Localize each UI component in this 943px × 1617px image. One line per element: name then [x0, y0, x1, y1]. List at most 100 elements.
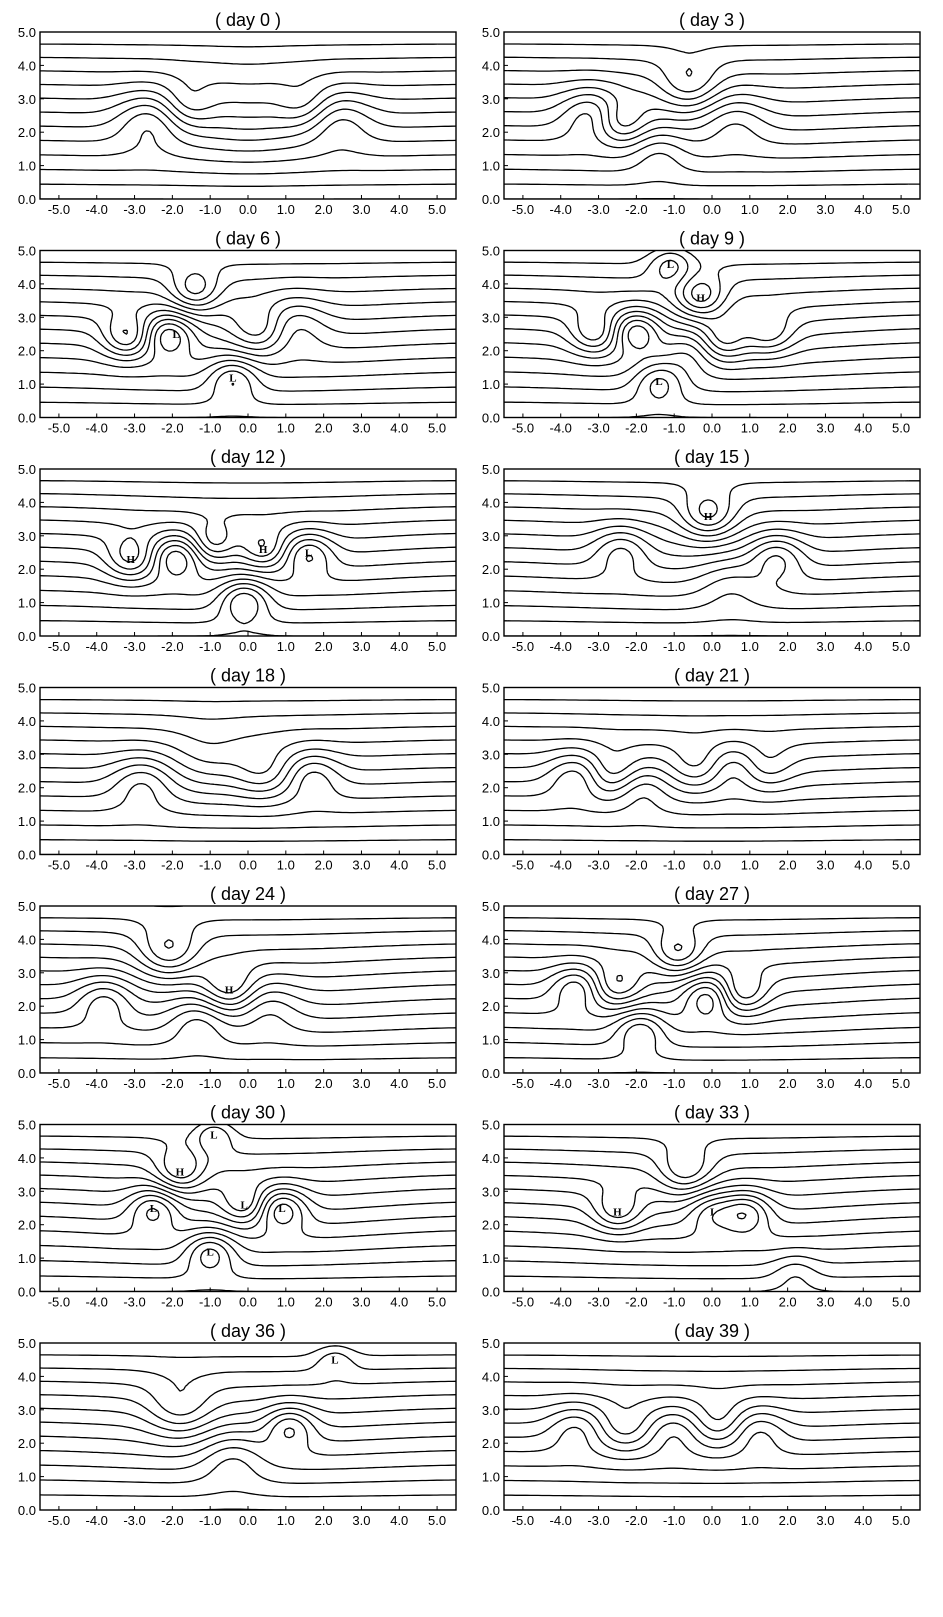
- y-tick-label: 4.0: [18, 277, 36, 292]
- y-tick-label: 1.0: [18, 377, 36, 392]
- x-tick-label: 1.0: [741, 639, 759, 654]
- x-tick-label: 4.0: [390, 1513, 408, 1528]
- x-tick-label: 3.0: [352, 1295, 370, 1310]
- x-tick-label: 0.0: [703, 1076, 721, 1091]
- vortex-marker: L: [241, 1200, 248, 1212]
- x-tick-label: 4.0: [390, 202, 408, 217]
- contour-lines: [504, 698, 920, 855]
- plot-frame: [503, 468, 921, 637]
- y-tick-label: 4.0: [18, 58, 36, 73]
- x-tick-label: 1.0: [741, 1295, 759, 1310]
- vortex-marker: H: [176, 1166, 185, 1178]
- y-tick-label: 1.0: [18, 814, 36, 829]
- x-tick-label: 4.0: [854, 1295, 872, 1310]
- x-tick-label: -4.0: [86, 202, 108, 217]
- x-tick-label: -1.0: [199, 639, 221, 654]
- y-tick-label: 2.0: [18, 999, 36, 1014]
- x-tick-label: 0.0: [239, 1513, 257, 1528]
- x-tick-label: 5.0: [428, 1295, 446, 1310]
- x-tick-label: 1.0: [741, 202, 759, 217]
- vortex-marker: H: [613, 1206, 622, 1218]
- vortex-marker: L: [331, 1355, 338, 1367]
- x-tick-label: -4.0: [550, 858, 572, 873]
- x-tick-label: 1.0: [741, 858, 759, 873]
- x-tick-label: -1.0: [199, 1513, 221, 1528]
- y-tick-label: 3.0: [482, 1184, 500, 1199]
- panel-4: ( day 12 ) H H L -5.0 -4.0 -3.0 -2.0 -1.0 0.0 1.0 2…: [18, 447, 457, 654]
- y-tick-label: 0.0: [18, 1503, 36, 1518]
- y-tick-label: 3.0: [482, 310, 500, 325]
- y-tick-label: 2.0: [18, 781, 36, 796]
- x-tick-label: -2.0: [161, 1295, 183, 1310]
- x-tick-label: 1.0: [277, 1513, 295, 1528]
- x-tick-label: -1.0: [663, 1513, 685, 1528]
- x-tick-label: 2.0: [315, 858, 333, 873]
- x-tick-label: 3.0: [352, 639, 370, 654]
- panel-title: ( day 21 ): [674, 666, 750, 686]
- x-tick-label: 0.0: [703, 1295, 721, 1310]
- y-tick-label: 4.0: [18, 1151, 36, 1166]
- x-tick-label: 0.0: [239, 639, 257, 654]
- y-tick-label: 3.0: [18, 747, 36, 762]
- x-tick-label: 2.0: [315, 1513, 333, 1528]
- x-tick-label: -5.0: [512, 421, 534, 436]
- x-tick-label: 4.0: [854, 858, 872, 873]
- x-tick-label: -4.0: [86, 858, 108, 873]
- y-tick-label: 2.0: [482, 125, 500, 140]
- x-tick-label: -3.0: [123, 639, 145, 654]
- x-tick-label: 4.0: [390, 1076, 408, 1091]
- y-tick-label: 1.0: [482, 814, 500, 829]
- panel-title: ( day 24 ): [210, 884, 286, 904]
- contour-lines: [504, 917, 920, 1073]
- y-tick-label: 5.0: [482, 1118, 500, 1133]
- x-tick-label: 0.0: [239, 858, 257, 873]
- x-tick-label: -2.0: [161, 202, 183, 217]
- x-tick-label: -2.0: [625, 421, 647, 436]
- x-tick-label: 1.0: [277, 421, 295, 436]
- panel-title: ( day 12 ): [210, 447, 286, 467]
- x-tick-label: 2.0: [779, 639, 797, 654]
- x-tick-label: -3.0: [123, 1295, 145, 1310]
- panel-title: ( day 30 ): [210, 1103, 286, 1123]
- y-tick-label: 0.0: [482, 848, 500, 863]
- x-tick-label: -1.0: [199, 1076, 221, 1091]
- x-tick-label: -3.0: [587, 1076, 609, 1091]
- x-tick-label: 1.0: [277, 639, 295, 654]
- x-tick-label: -4.0: [86, 1076, 108, 1091]
- y-tick-label: 1.0: [18, 596, 36, 611]
- x-tick-label: 2.0: [779, 202, 797, 217]
- y-tick-label: 4.0: [482, 932, 500, 947]
- y-tick-label: 3.0: [18, 529, 36, 544]
- x-tick-label: 2.0: [315, 1076, 333, 1091]
- x-tick-label: -2.0: [161, 421, 183, 436]
- y-tick-label: 5.0: [18, 25, 36, 40]
- x-tick-label: -2.0: [161, 639, 183, 654]
- contour-lines: H: [504, 480, 920, 636]
- x-tick-label: 3.0: [352, 858, 370, 873]
- x-tick-label: -2.0: [625, 1513, 647, 1528]
- panel-title: ( day 15 ): [674, 447, 750, 467]
- x-tick-label: -3.0: [123, 858, 145, 873]
- x-tick-label: 2.0: [315, 202, 333, 217]
- y-tick-label: 5.0: [482, 244, 500, 259]
- contour-lines: [504, 43, 920, 199]
- x-tick-label: 5.0: [428, 1076, 446, 1091]
- y-tick-label: 5.0: [18, 899, 36, 914]
- contour-path: [504, 917, 920, 1073]
- y-tick-label: 1.0: [482, 377, 500, 392]
- y-tick-label: 5.0: [482, 681, 500, 696]
- vortex-marker: L: [210, 1130, 217, 1142]
- x-tick-label: -4.0: [550, 1076, 572, 1091]
- plot-frame: [39, 468, 457, 637]
- y-tick-label: 5.0: [18, 462, 36, 477]
- y-tick-label: 3.0: [482, 92, 500, 107]
- x-tick-label: -3.0: [123, 421, 145, 436]
- y-tick-label: 3.0: [482, 1403, 500, 1418]
- panel-10: ( day 30 ) L H L L L L -5.0 -4.0 -3.0 -2.0 -1.0 0.0 1…: [18, 1103, 457, 1310]
- panel-1: ( day 3 ) -5.0 -4.0 -3.0 -2.0 -1.0 0.0 1.0 2.0 3.…: [482, 10, 921, 217]
- y-tick-label: 3.0: [18, 1184, 36, 1199]
- x-tick-label: 1.0: [741, 1076, 759, 1091]
- y-tick-label: 4.0: [482, 1369, 500, 1384]
- x-tick-label: -5.0: [48, 639, 70, 654]
